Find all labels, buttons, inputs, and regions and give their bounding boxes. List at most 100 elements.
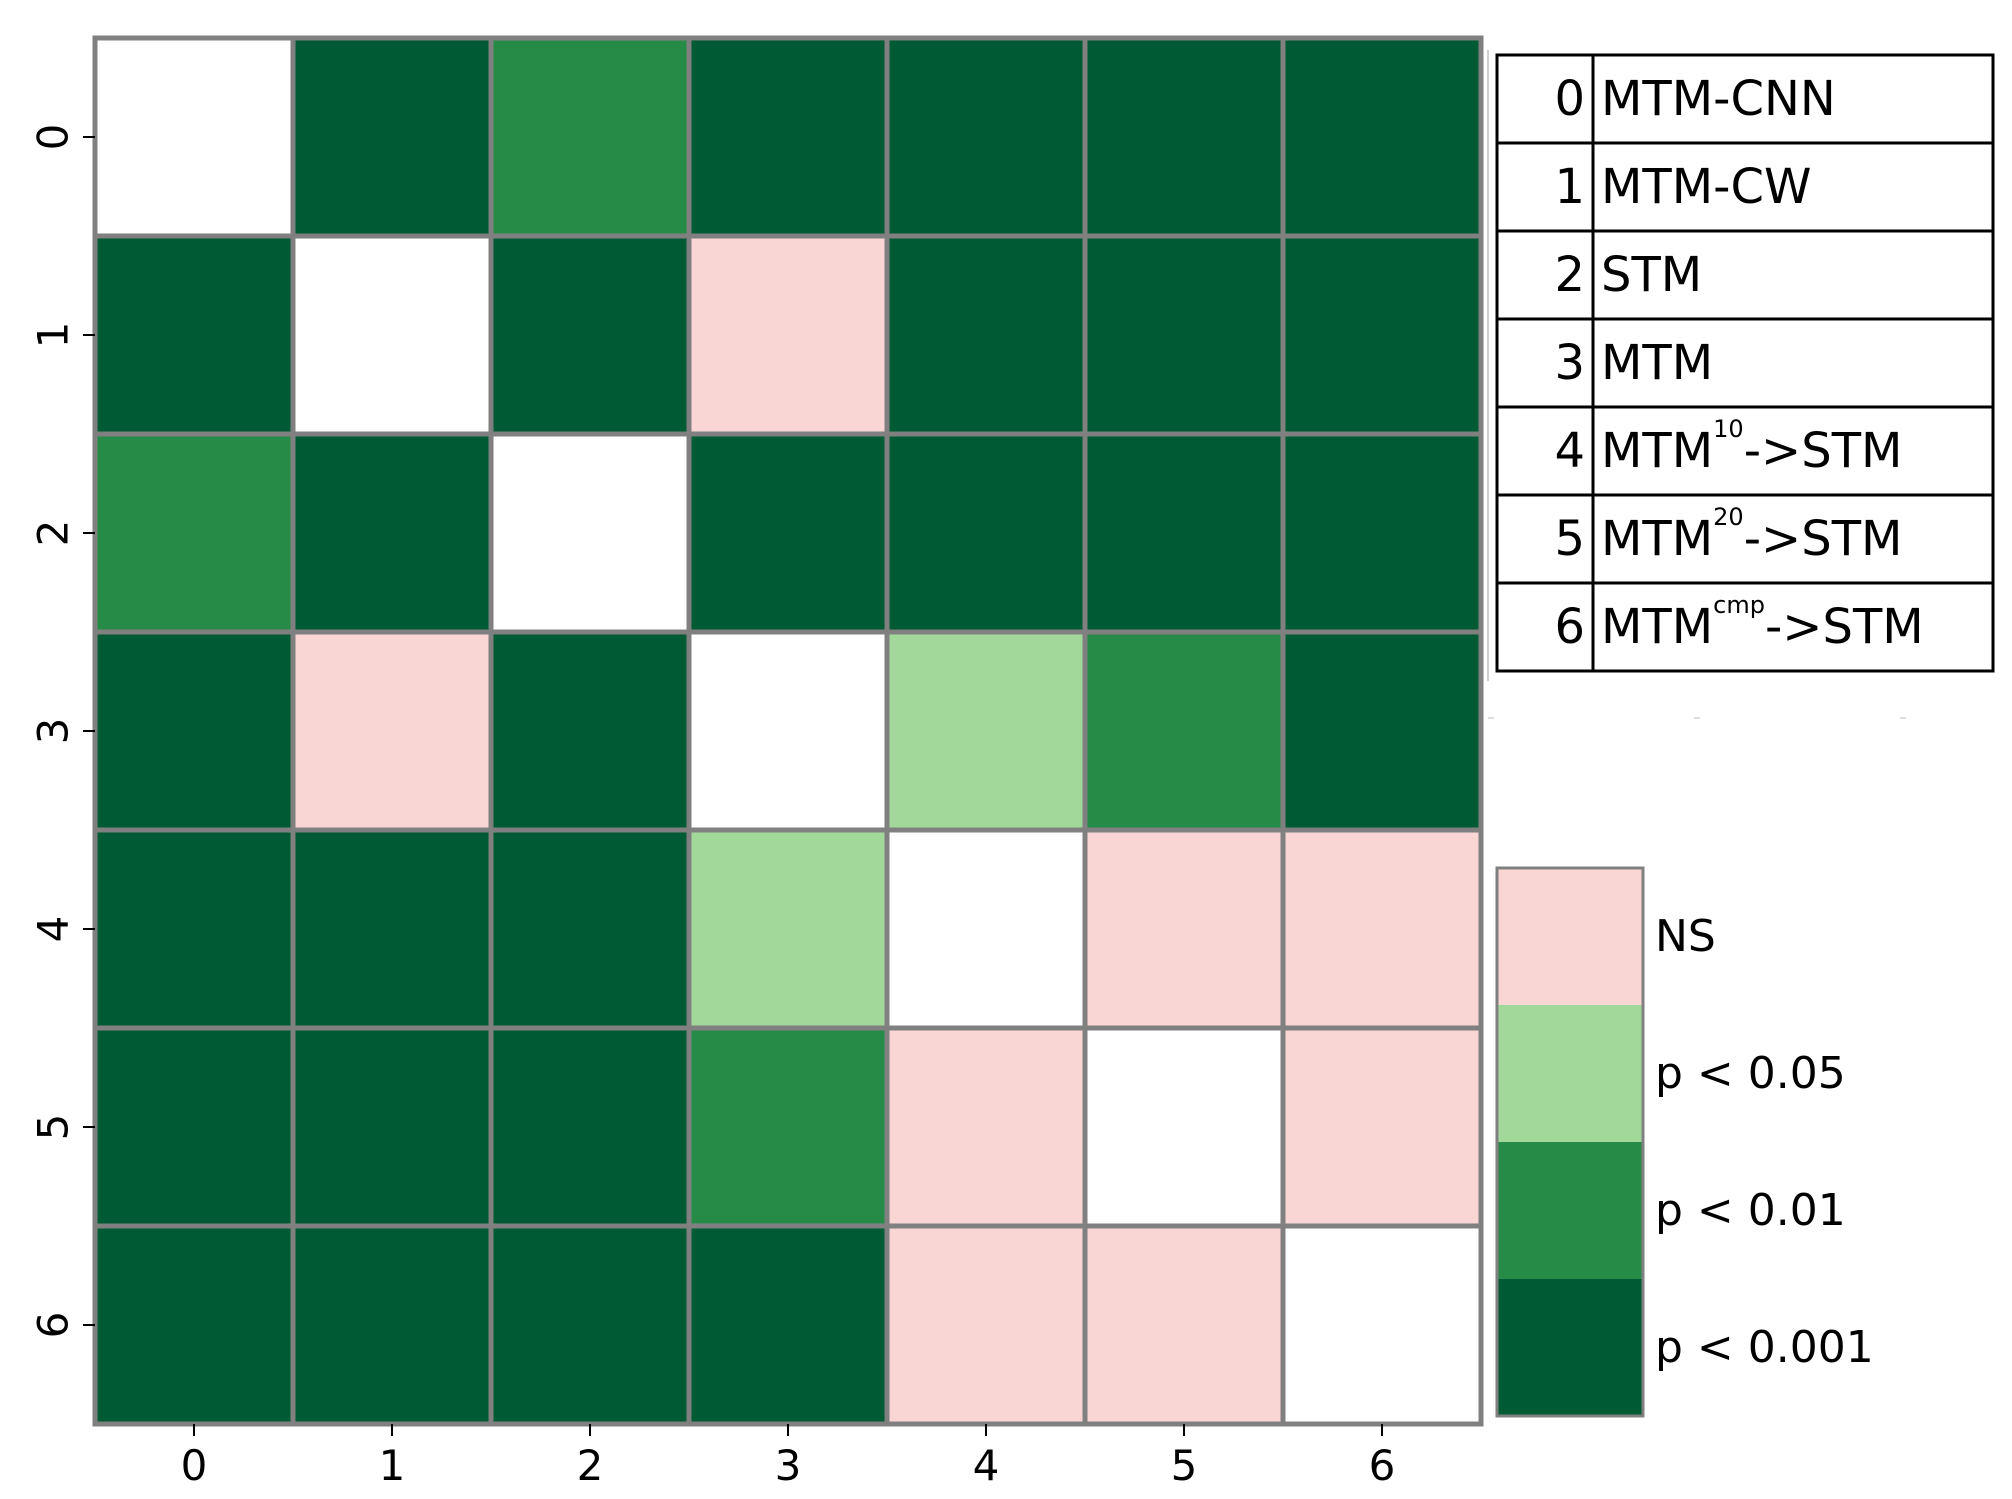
legend-model-name-3: MTM: [1601, 335, 1713, 391]
heatmap-cell-r1-c5: [1082, 233, 1286, 437]
heatmap-cell-r6-c5: [1082, 1223, 1286, 1427]
legend-index-cell-6: [1495, 581, 1595, 673]
heatmap-cell-r0-c6: [1280, 35, 1484, 239]
heatmap-cell-r1-c4: [884, 233, 1088, 437]
heatmap-cell-r5-c6: [1280, 1025, 1484, 1229]
heatmap-cell-r0-c4: [884, 35, 1088, 239]
legend-index-6: 6: [1554, 599, 1585, 655]
heatmap-cell-r3-c5: [1082, 629, 1286, 833]
heatmap-cell-r3-c6: [1280, 629, 1484, 833]
heatmap-cell-r4-c5: [1082, 827, 1286, 1031]
colorbar-label-p-0-01: p < 0.01: [1655, 1185, 1846, 1236]
heatmap-cell-r3-c3: [686, 629, 890, 833]
heatmap-cell-r3-c2: [488, 629, 692, 833]
y-tick-label-1: 1: [29, 322, 78, 349]
heatmap-cell-r3-c0: [92, 629, 296, 833]
legend-model-name-0: MTM-CNN: [1601, 71, 1836, 127]
legend-model-name-6: MTMcmp->STM: [1601, 591, 1924, 655]
legend-index-1: 1: [1554, 159, 1585, 215]
heatmap-cell-r4-c6: [1280, 827, 1484, 1031]
x-tick-label-2: 2: [577, 1441, 604, 1490]
legend-name-cell-0: [1591, 53, 1995, 145]
legend-model-superscript-5: 20: [1713, 503, 1744, 531]
heatmap-cell-r6-c4: [884, 1223, 1088, 1427]
colorbar-label-p-0-001: p < 0.001: [1655, 1322, 1874, 1373]
y-tick-label-5: 5: [29, 1114, 78, 1141]
heatmap-cell-r1-c0: [92, 233, 296, 437]
legend-model-base-3: MTM: [1601, 335, 1713, 391]
heatmap-cell-r4-c2: [488, 827, 692, 1031]
colorbar-swatch-p-0-001: [1497, 1279, 1643, 1417]
legend-model-name-4: MTM10->STM: [1601, 415, 1902, 479]
legend-model-name-1: MTM-CW: [1601, 159, 1811, 215]
x-tick-label-5: 5: [1171, 1441, 1198, 1490]
axes: 0 1 2 3 4 5 6 0 1 2 3 4 5 6: [29, 38, 1481, 1490]
x-tick-label-0: 0: [181, 1441, 208, 1490]
colorbar-swatch-p-0-05: [1497, 1005, 1643, 1143]
legend-model-base-0: MTM-CNN: [1601, 71, 1836, 127]
legend-model-suffix-6: ->STM: [1765, 599, 1924, 655]
heatmap-cell-r5-c4: [884, 1025, 1088, 1229]
colorbar-label-ns: NS: [1655, 911, 1716, 962]
legend-model-suffix-5: ->STM: [1744, 511, 1903, 567]
legend-model-superscript-6: cmp: [1713, 591, 1765, 619]
legend-model-base-2: STM: [1601, 247, 1702, 303]
heatmap-cell-r1-c6: [1280, 233, 1484, 437]
heatmap-cell-r5-c2: [488, 1025, 692, 1229]
legend-index-cell-3: [1495, 317, 1595, 409]
heatmap-cell-r2-c3: [686, 431, 890, 635]
heatmap-cell-r2-c4: [884, 431, 1088, 635]
heatmap-cell-r1-c1: [290, 233, 494, 437]
x-tick-label-3: 3: [775, 1441, 802, 1490]
heatmap-cell-r2-c1: [290, 431, 494, 635]
legend-model-name-5: MTM20->STM: [1601, 503, 1902, 567]
heatmap-cells: [92, 35, 1484, 1427]
heatmap-cell-r2-c0: [92, 431, 296, 635]
heatmap-cell-r6-c1: [290, 1223, 494, 1427]
legend-index-5: 5: [1554, 511, 1585, 567]
legend-model-base-5: MTM: [1601, 511, 1713, 567]
heatmap-cell-r1-c3: [686, 233, 890, 437]
x-tick-label-6: 6: [1369, 1441, 1396, 1490]
heatmap-cell-r6-c0: [92, 1223, 296, 1427]
legend-name-cell-1: [1591, 141, 1995, 233]
legend-model-base-6: MTM: [1601, 599, 1713, 655]
legend-model-base-1: MTM-CW: [1601, 159, 1811, 215]
heatmap-cell-r6-c6: [1280, 1223, 1484, 1427]
x-tick-label-4: 4: [973, 1441, 1000, 1490]
legend-index-2: 2: [1554, 247, 1585, 303]
colorbar-swatch-p-0-01: [1497, 1142, 1643, 1280]
heatmap-cell-r3-c1: [290, 629, 494, 833]
legend-index-4: 4: [1554, 423, 1585, 479]
legend-name-cell-6: [1591, 581, 1995, 673]
heatmap-cell-r2-c6: [1280, 431, 1484, 635]
legend-model-suffix-4: ->STM: [1744, 423, 1903, 479]
legend-name-cell-2: [1591, 229, 1995, 321]
heatmap-cell-r4-c4: [884, 827, 1088, 1031]
heatmap-cell-r5-c5: [1082, 1025, 1286, 1229]
y-tick-label-2: 2: [29, 520, 78, 547]
x-tick-label-1: 1: [379, 1441, 406, 1490]
heatmap-cell-r1-c2: [488, 233, 692, 437]
heatmap-cell-r2-c5: [1082, 431, 1286, 635]
y-tick-label-6: 6: [29, 1312, 78, 1339]
heatmap-cell-r5-c1: [290, 1025, 494, 1229]
colorbar-label-p-0-05: p < 0.05: [1655, 1048, 1846, 1099]
heatmap-cell-r5-c0: [92, 1025, 296, 1229]
heatmap-cell-r4-c1: [290, 827, 494, 1031]
heatmap-cell-r4-c0: [92, 827, 296, 1031]
heatmap-cell-r4-c3: [686, 827, 890, 1031]
legend-index-0: 0: [1554, 71, 1585, 127]
heatmap-cell-r6-c3: [686, 1223, 890, 1427]
y-tick-label-0: 0: [29, 124, 78, 151]
heatmap-cell-r5-c3: [686, 1025, 890, 1229]
legend-index-cell-5: [1495, 493, 1595, 585]
y-tick-label-4: 4: [29, 916, 78, 943]
heatmap-cell-r0-c3: [686, 35, 890, 239]
legend-model-superscript-4: 10: [1713, 415, 1744, 443]
heatmap-cell-r3-c4: [884, 629, 1088, 833]
heatmap-cell-r0-c1: [290, 35, 494, 239]
colorbar-outline: [1495, 866, 1645, 1418]
